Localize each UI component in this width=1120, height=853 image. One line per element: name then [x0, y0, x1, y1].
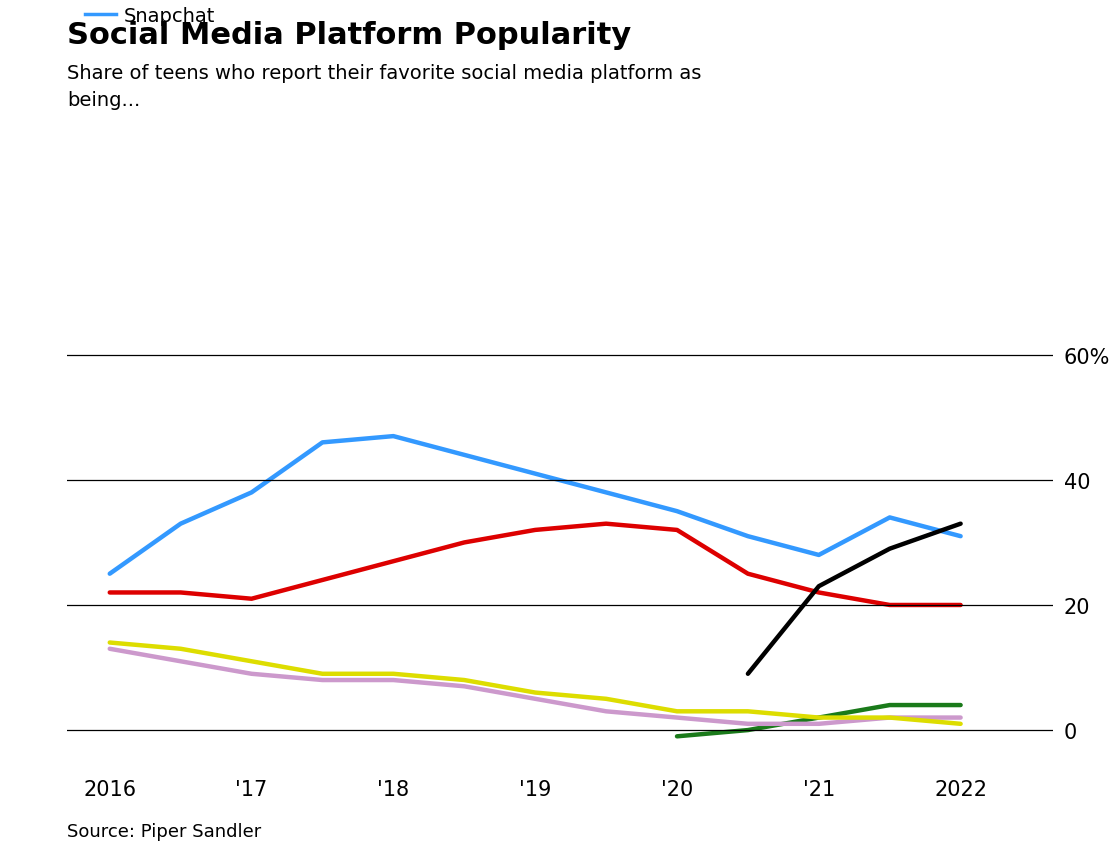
Legend: TikTok, Snapchat, Instagram, Discord, Facebook, Twitter: TikTok, Snapchat, Instagram, Discord, Fa… — [77, 0, 785, 33]
Text: Social Media Platform Popularity: Social Media Platform Popularity — [67, 21, 632, 50]
Text: Source: Piper Sandler: Source: Piper Sandler — [67, 822, 261, 840]
Text: Share of teens who report their favorite social media platform as
being...: Share of teens who report their favorite… — [67, 64, 701, 109]
